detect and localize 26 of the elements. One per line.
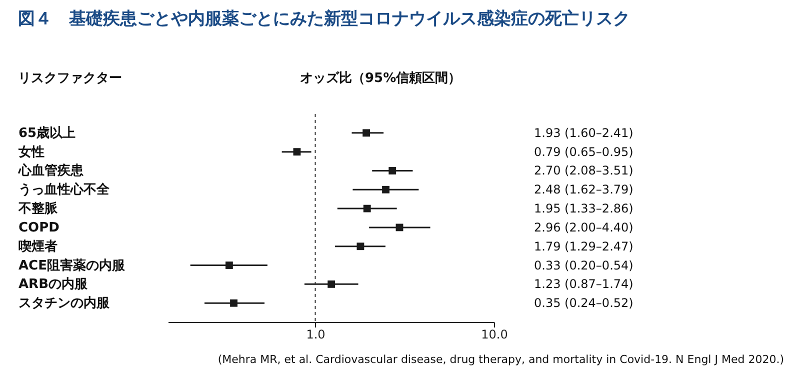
text: (Mehra MR, et al. Cardiovascular disease, drug therapy, and mortality in Covid-19. N Engl J Med 2020.) [218,353,784,366]
y-tick-label: ARBの内服 [18,277,88,292]
y-tick-label: ACE阻害薬の内服 [18,257,126,274]
y-tick-label: 不整脈 [18,200,58,217]
y-tick-label: 女性 [18,144,44,160]
x-axis-title: オッズ比（95%信頼区間） [300,71,462,86]
y-tick-label: COPD [18,220,60,236]
data-label: 0.79 (0.65–0.95) [534,144,634,159]
data-label: 2.96 (2.00–4.40) [534,220,634,234]
data-label: 1.95 (1.33–2.86) [534,202,634,216]
data-label: 1.23 (0.87–1.74) [534,277,634,292]
data-label: 0.33 (0.20–0.54) [534,258,634,272]
y-tick-label: 65歳以上 [18,126,76,141]
data-label: 2.48 (1.62–3.79) [534,182,634,197]
data-label: 2.70 (2.08–3.51) [534,164,634,178]
x-tick-label: 1.0 [306,328,326,342]
data-label: 0.35 (0.24–0.52) [534,296,634,310]
data-label: 1.79 (1.29–2.47) [534,239,634,254]
y-tick-label: うっ血性心不全 [18,182,110,198]
y-tick-label: 喫煙者 [18,239,58,254]
y-tick-label: 心血管疾患 [18,162,84,179]
y-tick-label: スタチンの内服 [18,296,110,312]
chart-title: 図４ 基礎疾患ごとや内服薬ごとにみた新型コロナウイルス感染症の死亡リスク [18,9,630,29]
y-axis-title: リスクファクター [18,71,122,86]
x-tick-label: 10.0 [481,328,508,342]
data-label: 1.93 (1.60–2.41) [534,126,634,140]
